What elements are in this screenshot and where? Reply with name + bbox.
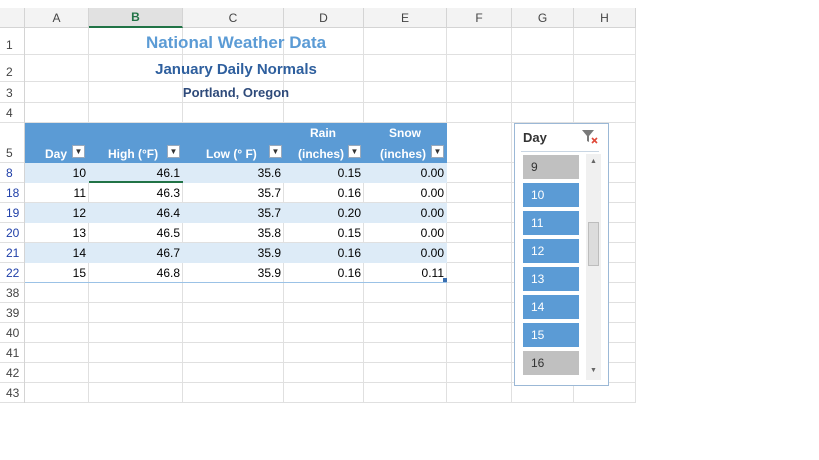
cell-snow[interactable]: 0.00: [420, 166, 444, 180]
sheet-title: National Weather Data: [145, 33, 327, 52]
row-header-8[interactable]: 8: [0, 163, 25, 183]
day-slicer[interactable]: Day 9 10 11 12 13 14 15 16 ▲ ▼: [514, 123, 609, 386]
slicer-item-16[interactable]: 16: [523, 351, 579, 375]
header-rain-line1: Rain: [310, 126, 337, 140]
slicer-item-9[interactable]: 9: [523, 155, 579, 179]
cell-snow[interactable]: 0.00: [420, 186, 444, 200]
row-header-43[interactable]: 43: [0, 383, 25, 403]
scroll-thumb[interactable]: [588, 222, 599, 266]
dropdown-arrow-icon[interactable]: ▼: [431, 145, 444, 158]
column-header-b[interactable]: B: [89, 8, 183, 28]
row-header-22[interactable]: 22: [0, 263, 25, 283]
slicer-item-12[interactable]: 12: [523, 239, 579, 263]
table-row: 11 46.3 35.7 0.16 0.00: [25, 183, 447, 203]
sheet-location: Portland, Oregon: [182, 85, 290, 100]
cell-rain[interactable]: 0.15: [337, 166, 361, 180]
slicer-item-11[interactable]: 11: [523, 211, 579, 235]
slicer-scrollbar[interactable]: ▲ ▼: [586, 154, 601, 380]
slicer-item-13[interactable]: 13: [523, 267, 579, 291]
cell-high-active[interactable]: 46.1: [89, 163, 183, 183]
scroll-down-icon[interactable]: ▼: [590, 367, 597, 374]
filter-active-icon[interactable]: ▼: [72, 145, 85, 158]
row-header-5[interactable]: 5: [0, 123, 25, 163]
header-low: Low (° F): [206, 147, 257, 161]
row-header-20[interactable]: 20: [0, 223, 25, 243]
table-row: 14 46.7 35.9 0.16 0.00: [25, 243, 447, 263]
cell-day[interactable]: 12: [72, 206, 86, 220]
column-header-c[interactable]: C: [183, 8, 284, 28]
row-header-1[interactable]: 1: [0, 28, 25, 55]
column-header-a[interactable]: A: [25, 8, 89, 28]
row-header-40[interactable]: 40: [0, 323, 25, 343]
table-bottom-border: [25, 282, 447, 283]
table-row: 13 46.5 35.8 0.15 0.00: [25, 223, 447, 243]
scroll-up-icon[interactable]: ▲: [590, 158, 597, 165]
column-header-e[interactable]: E: [364, 8, 447, 28]
cell-day[interactable]: 14: [72, 246, 86, 260]
cell-rain[interactable]: 0.16: [337, 266, 361, 280]
header-rain-line2: (inches): [298, 147, 345, 161]
table-row: 10 46.1 35.6 0.15 0.00: [25, 163, 447, 183]
row-header-18[interactable]: 18: [0, 183, 25, 203]
cell-snow[interactable]: 0.00: [420, 246, 444, 260]
table-header-row: Day ▼ High (°F) ▼ Low (° F) ▼ Rain (inch…: [25, 123, 447, 163]
column-header-f[interactable]: F: [447, 8, 512, 28]
header-high: High (°F): [108, 147, 159, 161]
cell-day[interactable]: 15: [72, 266, 86, 280]
row-header-38[interactable]: 38: [0, 283, 25, 303]
cell-rain[interactable]: 0.15: [337, 226, 361, 240]
header-snow-line1: Snow: [389, 126, 421, 140]
row-header-19[interactable]: 19: [0, 203, 25, 223]
cell-snow[interactable]: 0.00: [420, 206, 444, 220]
dropdown-arrow-icon[interactable]: ▼: [269, 145, 282, 158]
dropdown-arrow-icon[interactable]: ▼: [167, 145, 180, 158]
cell-day[interactable]: 10: [72, 166, 86, 180]
table-resize-handle[interactable]: [443, 278, 447, 282]
clear-filter-icon[interactable]: [581, 129, 599, 145]
row-header-4[interactable]: 4: [0, 103, 25, 123]
row-header-21[interactable]: 21: [0, 243, 25, 263]
slicer-separator: [521, 151, 599, 152]
cell-high[interactable]: 46.8: [156, 266, 180, 280]
row-header-41[interactable]: 41: [0, 343, 25, 363]
cell-day[interactable]: 11: [73, 186, 86, 200]
row-header-2[interactable]: 2: [0, 55, 25, 82]
row-header-39[interactable]: 39: [0, 303, 25, 323]
table-row: 15 46.8 35.9 0.16 0.11: [25, 263, 447, 283]
cell-low[interactable]: 35.9: [257, 266, 281, 280]
cell-low[interactable]: 35.6: [257, 166, 281, 180]
slicer-item-10[interactable]: 10: [523, 183, 579, 207]
cell-high[interactable]: 46.5: [156, 226, 180, 240]
header-day: Day: [45, 147, 68, 161]
cell-low[interactable]: 35.8: [257, 226, 281, 240]
cell-snow[interactable]: 0.00: [420, 226, 444, 240]
cell-high[interactable]: 46.4: [156, 206, 180, 220]
row-header-3[interactable]: 3: [0, 82, 25, 103]
dropdown-arrow-icon[interactable]: ▼: [348, 145, 361, 158]
cell-rain[interactable]: 0.20: [337, 206, 361, 220]
cell-snow[interactable]: 0.11: [421, 266, 444, 280]
column-header-h[interactable]: H: [574, 8, 636, 28]
column-header-g[interactable]: G: [512, 8, 574, 28]
slicer-item-14[interactable]: 14: [523, 295, 579, 319]
slicer-title: Day: [523, 130, 547, 145]
row-header-42[interactable]: 42: [0, 363, 25, 383]
slicer-item-15[interactable]: 15: [523, 323, 579, 347]
cell-high[interactable]: 46.7: [156, 246, 180, 260]
cell-day[interactable]: 13: [72, 226, 86, 240]
header-snow-line2: (inches): [380, 147, 427, 161]
sheet-subtitle: January Daily Normals: [155, 61, 317, 78]
cell-rain[interactable]: 0.16: [337, 246, 361, 260]
cell-rain[interactable]: 0.16: [337, 186, 361, 200]
cell-low[interactable]: 35.7: [257, 186, 281, 200]
cell-high[interactable]: 46.3: [156, 186, 180, 200]
select-all-corner[interactable]: [0, 8, 25, 28]
cell-low[interactable]: 35.9: [257, 246, 281, 260]
cell-low[interactable]: 35.7: [257, 206, 281, 220]
column-header-d[interactable]: D: [284, 8, 364, 28]
table-row: 12 46.4 35.7 0.20 0.00: [25, 203, 447, 223]
